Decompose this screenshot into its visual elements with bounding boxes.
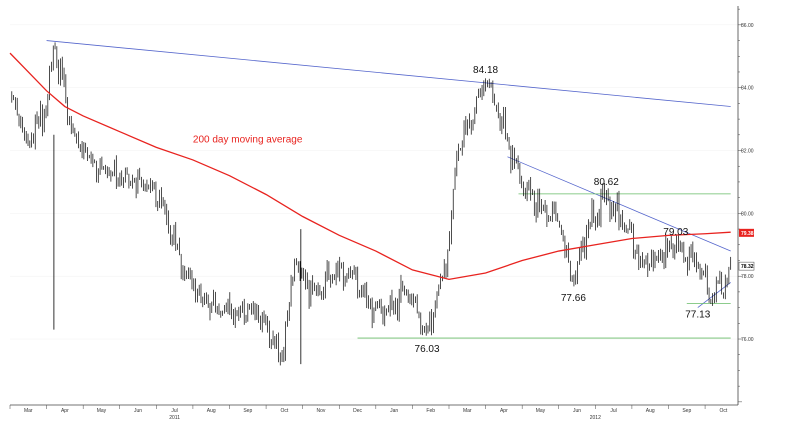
- x-tick-label-1: Apr: [61, 408, 69, 414]
- moving-average: 200 day moving average: [9, 52, 731, 280]
- x-tick-label-4: Jul: [171, 408, 177, 414]
- x-tick-label-17: Aug: [646, 408, 655, 414]
- x-tick-label-0: Mar: [24, 408, 33, 414]
- x-tick-label-19: Oct: [719, 408, 727, 414]
- ma-badge-box: [739, 228, 754, 237]
- y-tick-label-2: 82.00: [741, 149, 754, 155]
- annotation-1: 80.62: [594, 177, 619, 188]
- trendlines: [46, 40, 731, 339]
- x-tick-label-3: Jun: [134, 408, 142, 414]
- ma-badge-text: 79.38: [741, 231, 754, 237]
- x-tick-label-13: Apr: [500, 408, 508, 414]
- x-tick-label-6: Sep: [243, 408, 252, 414]
- grid: [10, 24, 738, 340]
- annotation-0: 84.18: [473, 65, 498, 76]
- x-tick-label-15: Jun: [573, 408, 581, 414]
- x-tick-label-9: Dec: [353, 408, 362, 414]
- annotation-3: 77.66: [561, 293, 586, 304]
- x-tick-label-11: Feb: [426, 408, 435, 414]
- x-tick-label-12: Mar: [463, 408, 472, 414]
- x-tick-label-8: Nov: [317, 408, 326, 414]
- trendline-0: [46, 40, 731, 107]
- annotation-4: 77.13: [685, 310, 710, 321]
- x-year-label-1: 2012: [590, 415, 601, 421]
- y-tick-label-0: 86.00: [741, 23, 754, 29]
- x-tick-label-16: Jul: [610, 408, 616, 414]
- x-year-label-0: 2011: [169, 415, 180, 421]
- y-tick-label-1: 84.00: [741, 86, 754, 92]
- y-tick-label-5: 76.00: [741, 337, 754, 343]
- x-tick-label-2: May: [97, 408, 107, 414]
- x-tick-label-14: May: [536, 408, 546, 414]
- x-tick-label-7: Oct: [280, 408, 288, 414]
- x-tick-label-5: Aug: [207, 408, 216, 414]
- x-tick-label-18: Sep: [682, 408, 691, 414]
- last-price-badge-text: 78.32: [741, 264, 754, 270]
- y-tick-label-4: 78.00: [741, 274, 754, 280]
- price-series: [11, 42, 732, 366]
- y-tick-label-3: 80.00: [741, 211, 754, 217]
- moving-average-line: [9, 52, 731, 280]
- annotation-2: 79.03: [663, 227, 688, 238]
- annotations: 84.18 80.62 79.03 77.66 77.13 76.03: [415, 65, 711, 355]
- x-tick-label-10: Jan: [390, 408, 398, 414]
- annotation-5: 76.03: [415, 344, 440, 355]
- axes: 86.00 84.00 82.00 80.00 78.00 76.00 Mar Apr May J…: [9, 6, 754, 421]
- last-price-badge-box: [738, 261, 755, 271]
- moving-average-label: 200 day moving average: [193, 135, 303, 146]
- value-badges: 79.38 78.32: [738, 228, 755, 271]
